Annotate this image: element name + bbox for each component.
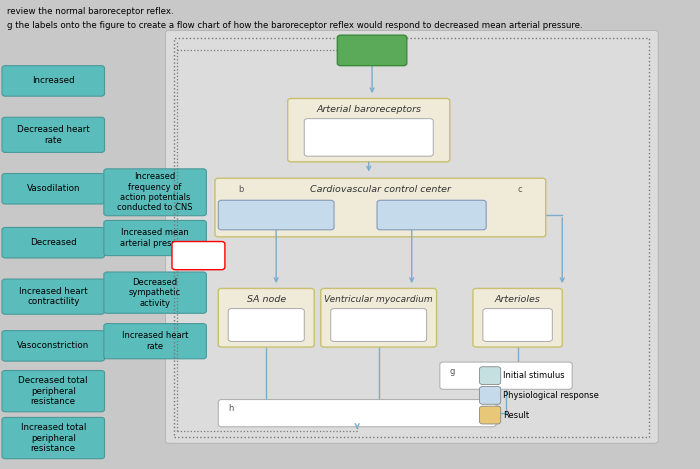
FancyBboxPatch shape xyxy=(104,169,206,216)
Bar xyxy=(174,38,649,437)
Text: Vasoconstriction: Vasoconstriction xyxy=(17,341,90,350)
Text: Decreased heart
rate: Decreased heart rate xyxy=(17,125,90,144)
FancyBboxPatch shape xyxy=(337,35,407,66)
Text: Arterioles: Arterioles xyxy=(495,295,540,304)
FancyBboxPatch shape xyxy=(2,227,104,258)
Text: Negative
feedback: Negative feedback xyxy=(181,246,216,265)
Text: Cardiovascular control center: Cardiovascular control center xyxy=(310,184,451,194)
Text: Physiological response: Physiological response xyxy=(503,391,598,400)
FancyBboxPatch shape xyxy=(218,400,496,427)
FancyBboxPatch shape xyxy=(330,309,426,341)
FancyBboxPatch shape xyxy=(2,331,104,361)
FancyBboxPatch shape xyxy=(104,272,206,313)
FancyBboxPatch shape xyxy=(218,200,334,230)
FancyBboxPatch shape xyxy=(104,324,206,359)
Text: f: f xyxy=(493,315,496,325)
FancyBboxPatch shape xyxy=(321,288,437,347)
FancyBboxPatch shape xyxy=(215,178,546,237)
Text: Increased total
peripheral
resistance: Increased total peripheral resistance xyxy=(20,423,86,453)
FancyBboxPatch shape xyxy=(480,367,500,385)
FancyBboxPatch shape xyxy=(172,242,225,270)
Text: e: e xyxy=(341,315,346,325)
FancyBboxPatch shape xyxy=(480,386,500,404)
FancyBboxPatch shape xyxy=(473,288,562,347)
FancyBboxPatch shape xyxy=(218,288,314,347)
FancyBboxPatch shape xyxy=(377,200,486,230)
FancyBboxPatch shape xyxy=(2,417,104,459)
Text: Initial stimulus: Initial stimulus xyxy=(503,371,564,380)
Text: Increased: Increased xyxy=(32,76,75,85)
FancyBboxPatch shape xyxy=(2,174,104,204)
Text: Decreased: Decreased xyxy=(30,238,76,247)
FancyBboxPatch shape xyxy=(480,406,500,424)
FancyBboxPatch shape xyxy=(228,309,304,341)
Text: g the labels onto the figure to create a flow chart of how the baroreceptor refl: g the labels onto the figure to create a… xyxy=(6,21,582,30)
FancyBboxPatch shape xyxy=(2,371,104,412)
Text: b: b xyxy=(238,184,244,194)
FancyBboxPatch shape xyxy=(2,279,104,314)
Text: h: h xyxy=(228,404,234,414)
Text: Vasodilation: Vasodilation xyxy=(27,184,80,193)
Text: Increased
frequency of
action potentials
conducted to CNS: Increased frequency of action potentials… xyxy=(118,172,193,212)
FancyBboxPatch shape xyxy=(165,30,658,443)
Text: SA node: SA node xyxy=(246,295,286,304)
FancyBboxPatch shape xyxy=(288,98,450,162)
Text: g: g xyxy=(450,367,455,376)
Text: Increased heart
contractility: Increased heart contractility xyxy=(19,287,88,306)
Text: Arterial baroreceptors: Arterial baroreceptors xyxy=(316,105,421,114)
Text: Ventricular myocardium: Ventricular myocardium xyxy=(324,295,433,304)
Text: c: c xyxy=(518,184,522,194)
Text: a: a xyxy=(324,125,329,135)
Text: ↓ MAP: ↓ MAP xyxy=(355,45,389,55)
Text: Increased mean
arterial pressure: Increased mean arterial pressure xyxy=(120,228,190,248)
FancyBboxPatch shape xyxy=(2,117,104,152)
Text: Decreased total
peripheral
resistance: Decreased total peripheral resistance xyxy=(18,376,88,406)
FancyBboxPatch shape xyxy=(483,309,552,341)
Text: Increased heart
rate: Increased heart rate xyxy=(122,332,188,351)
Text: Result: Result xyxy=(503,410,528,420)
FancyBboxPatch shape xyxy=(304,119,433,156)
Text: Parasympathetic activity: Parasympathetic activity xyxy=(222,211,330,219)
Text: d: d xyxy=(238,315,244,325)
Text: Decreased
sympathetic
activity: Decreased sympathetic activity xyxy=(129,278,181,308)
Text: review the normal baroreceptor reflex.: review the normal baroreceptor reflex. xyxy=(6,7,173,16)
Text: Sympathetic activity: Sympathetic activity xyxy=(386,211,477,219)
FancyBboxPatch shape xyxy=(440,362,572,389)
FancyBboxPatch shape xyxy=(2,66,104,96)
FancyBboxPatch shape xyxy=(104,220,206,256)
